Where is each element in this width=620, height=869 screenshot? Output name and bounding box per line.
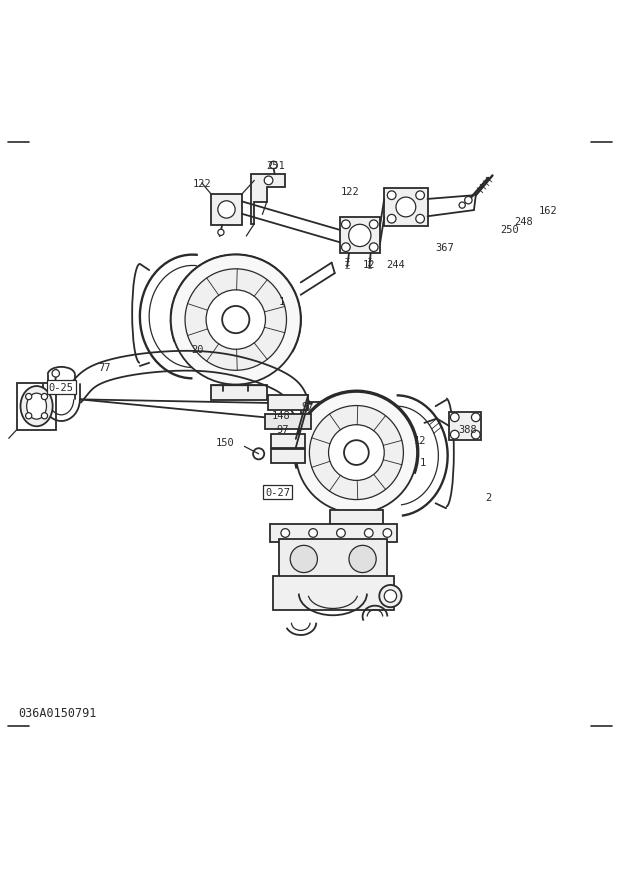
Bar <box>301 403 321 421</box>
Bar <box>384 189 428 227</box>
Text: 150: 150 <box>215 437 234 448</box>
Circle shape <box>379 585 402 607</box>
Circle shape <box>329 425 384 481</box>
Text: 12: 12 <box>363 260 375 269</box>
Circle shape <box>450 431 459 440</box>
Text: 77: 77 <box>99 362 111 373</box>
Text: 148: 148 <box>272 411 290 421</box>
Text: 251: 251 <box>267 161 285 170</box>
Circle shape <box>388 192 396 201</box>
Circle shape <box>253 448 264 460</box>
Text: 1: 1 <box>279 296 285 307</box>
Circle shape <box>270 162 277 169</box>
Ellipse shape <box>20 387 53 427</box>
Text: 0-27: 0-27 <box>265 488 290 498</box>
Bar <box>268 395 308 411</box>
Text: 248: 248 <box>514 216 533 226</box>
Text: 97: 97 <box>277 425 289 434</box>
Circle shape <box>384 590 397 602</box>
Text: 2: 2 <box>485 493 491 502</box>
Circle shape <box>206 290 265 350</box>
Text: 388: 388 <box>458 425 477 434</box>
Bar <box>294 415 326 424</box>
Text: 036A0150791: 036A0150791 <box>18 706 96 719</box>
Circle shape <box>25 414 32 420</box>
Text: 162: 162 <box>539 206 557 216</box>
Circle shape <box>290 546 317 573</box>
Circle shape <box>281 529 290 538</box>
Circle shape <box>370 243 378 252</box>
Circle shape <box>459 202 465 209</box>
Text: 97: 97 <box>301 401 314 411</box>
Text: 122: 122 <box>192 179 211 189</box>
Circle shape <box>42 414 48 420</box>
Bar <box>271 434 305 448</box>
Circle shape <box>370 221 378 229</box>
Text: 122: 122 <box>341 187 360 196</box>
Circle shape <box>344 441 369 466</box>
Text: 1: 1 <box>420 457 426 468</box>
Circle shape <box>218 230 224 236</box>
Bar <box>271 450 305 463</box>
Circle shape <box>365 529 373 538</box>
Circle shape <box>348 225 371 248</box>
Polygon shape <box>251 175 285 224</box>
Circle shape <box>388 216 396 224</box>
Circle shape <box>25 394 32 400</box>
Circle shape <box>264 176 273 185</box>
Bar <box>211 195 242 226</box>
Bar <box>273 577 394 611</box>
Circle shape <box>309 406 404 500</box>
Circle shape <box>342 243 350 252</box>
Bar <box>340 218 380 254</box>
Ellipse shape <box>27 394 46 420</box>
Circle shape <box>171 255 301 385</box>
Circle shape <box>309 529 317 538</box>
Circle shape <box>342 221 350 229</box>
Circle shape <box>471 431 480 440</box>
Bar <box>449 412 481 441</box>
Text: 20: 20 <box>191 344 203 355</box>
Text: 244: 244 <box>386 260 405 269</box>
Circle shape <box>416 192 425 201</box>
Circle shape <box>464 197 472 204</box>
Bar <box>279 540 388 580</box>
Circle shape <box>42 394 48 400</box>
Circle shape <box>450 414 459 422</box>
Circle shape <box>218 202 235 219</box>
Circle shape <box>337 529 345 538</box>
Circle shape <box>185 269 286 371</box>
Text: 367: 367 <box>435 242 454 252</box>
Text: 250: 250 <box>500 225 519 235</box>
Circle shape <box>416 216 425 224</box>
Bar <box>330 510 383 524</box>
Bar <box>17 383 56 430</box>
Circle shape <box>296 393 417 514</box>
Circle shape <box>383 529 392 538</box>
Circle shape <box>471 414 480 422</box>
Text: 12: 12 <box>414 435 427 446</box>
Bar <box>270 524 397 542</box>
Text: 0-25: 0-25 <box>49 382 74 393</box>
Bar <box>211 385 267 401</box>
Circle shape <box>396 198 416 217</box>
Circle shape <box>52 370 60 378</box>
Circle shape <box>222 307 249 334</box>
Bar <box>265 415 311 429</box>
Circle shape <box>349 546 376 573</box>
